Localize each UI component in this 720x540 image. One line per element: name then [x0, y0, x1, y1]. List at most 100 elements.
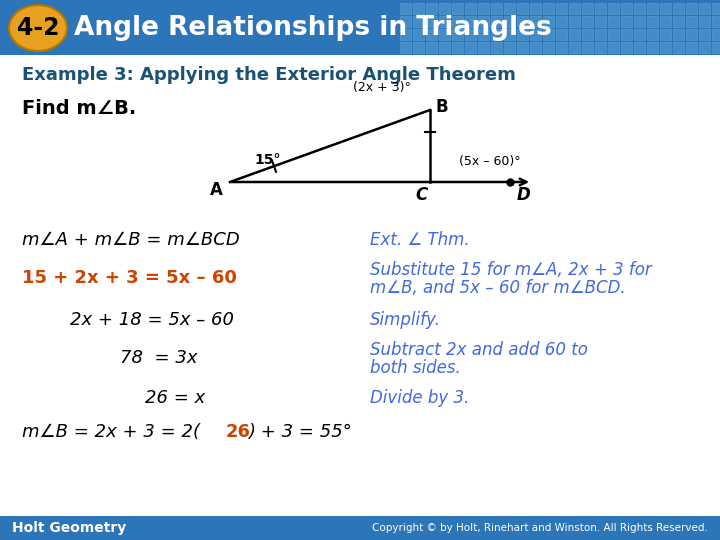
- FancyBboxPatch shape: [413, 16, 424, 27]
- Text: 2x + 18 = 5x – 60: 2x + 18 = 5x – 60: [70, 311, 234, 329]
- FancyBboxPatch shape: [634, 3, 645, 14]
- FancyBboxPatch shape: [582, 42, 593, 53]
- FancyBboxPatch shape: [660, 29, 671, 40]
- FancyBboxPatch shape: [478, 42, 489, 53]
- Text: Substitute 15 for m∠A, 2x + 3 for: Substitute 15 for m∠A, 2x + 3 for: [370, 261, 652, 279]
- FancyBboxPatch shape: [530, 42, 541, 53]
- FancyBboxPatch shape: [647, 29, 658, 40]
- FancyBboxPatch shape: [530, 29, 541, 40]
- Text: B: B: [436, 98, 449, 116]
- FancyBboxPatch shape: [517, 3, 528, 14]
- Text: (5x – 60)°: (5x – 60)°: [459, 156, 521, 168]
- FancyBboxPatch shape: [608, 29, 619, 40]
- FancyBboxPatch shape: [673, 3, 684, 14]
- FancyBboxPatch shape: [413, 29, 424, 40]
- FancyBboxPatch shape: [413, 42, 424, 53]
- FancyBboxPatch shape: [595, 3, 606, 14]
- FancyBboxPatch shape: [491, 29, 502, 40]
- FancyBboxPatch shape: [660, 3, 671, 14]
- FancyBboxPatch shape: [595, 29, 606, 40]
- FancyBboxPatch shape: [699, 16, 710, 27]
- Text: Angle Relationships in Triangles: Angle Relationships in Triangles: [74, 15, 552, 41]
- Text: (2x + 3)°: (2x + 3)°: [353, 82, 411, 94]
- FancyBboxPatch shape: [400, 42, 411, 53]
- FancyBboxPatch shape: [0, 0, 720, 55]
- FancyBboxPatch shape: [634, 42, 645, 53]
- FancyBboxPatch shape: [543, 29, 554, 40]
- FancyBboxPatch shape: [621, 29, 632, 40]
- FancyBboxPatch shape: [452, 16, 463, 27]
- FancyBboxPatch shape: [556, 16, 567, 27]
- FancyBboxPatch shape: [712, 42, 720, 53]
- FancyBboxPatch shape: [543, 16, 554, 27]
- FancyBboxPatch shape: [686, 42, 697, 53]
- FancyBboxPatch shape: [608, 3, 619, 14]
- FancyBboxPatch shape: [686, 16, 697, 27]
- FancyBboxPatch shape: [426, 3, 437, 14]
- FancyBboxPatch shape: [673, 16, 684, 27]
- FancyBboxPatch shape: [426, 29, 437, 40]
- FancyBboxPatch shape: [439, 3, 450, 14]
- Text: m∠A + m∠B = m∠BCD: m∠A + m∠B = m∠BCD: [22, 231, 240, 249]
- FancyBboxPatch shape: [621, 3, 632, 14]
- FancyBboxPatch shape: [712, 3, 720, 14]
- FancyBboxPatch shape: [686, 29, 697, 40]
- FancyBboxPatch shape: [452, 29, 463, 40]
- FancyBboxPatch shape: [699, 3, 710, 14]
- FancyBboxPatch shape: [400, 3, 411, 14]
- FancyBboxPatch shape: [647, 42, 658, 53]
- FancyBboxPatch shape: [634, 29, 645, 40]
- FancyBboxPatch shape: [634, 16, 645, 27]
- FancyBboxPatch shape: [556, 3, 567, 14]
- FancyBboxPatch shape: [0, 516, 720, 540]
- FancyBboxPatch shape: [712, 16, 720, 27]
- FancyBboxPatch shape: [595, 42, 606, 53]
- FancyBboxPatch shape: [400, 29, 411, 40]
- FancyBboxPatch shape: [621, 16, 632, 27]
- FancyBboxPatch shape: [699, 42, 710, 53]
- FancyBboxPatch shape: [595, 16, 606, 27]
- Text: m∠B = 2x + 3 = 2(: m∠B = 2x + 3 = 2(: [22, 423, 200, 441]
- FancyBboxPatch shape: [582, 3, 593, 14]
- Text: Copyright © by Holt, Rinehart and Winston. All Rights Reserved.: Copyright © by Holt, Rinehart and Winsto…: [372, 523, 708, 533]
- FancyBboxPatch shape: [517, 42, 528, 53]
- FancyBboxPatch shape: [673, 29, 684, 40]
- FancyBboxPatch shape: [621, 42, 632, 53]
- FancyBboxPatch shape: [569, 3, 580, 14]
- FancyBboxPatch shape: [608, 16, 619, 27]
- FancyBboxPatch shape: [517, 29, 528, 40]
- FancyBboxPatch shape: [556, 42, 567, 53]
- Text: 26: 26: [226, 423, 251, 441]
- FancyBboxPatch shape: [465, 42, 476, 53]
- FancyBboxPatch shape: [426, 42, 437, 53]
- FancyBboxPatch shape: [543, 42, 554, 53]
- FancyBboxPatch shape: [686, 3, 697, 14]
- FancyBboxPatch shape: [699, 29, 710, 40]
- FancyBboxPatch shape: [582, 16, 593, 27]
- Text: Simplify.: Simplify.: [370, 311, 441, 329]
- Text: D: D: [517, 186, 531, 204]
- Text: 15°: 15°: [255, 153, 282, 167]
- Text: both sides.: both sides.: [370, 359, 461, 377]
- FancyBboxPatch shape: [582, 29, 593, 40]
- Text: Example 3: Applying the Exterior Angle Theorem: Example 3: Applying the Exterior Angle T…: [22, 66, 516, 84]
- FancyBboxPatch shape: [712, 29, 720, 40]
- FancyBboxPatch shape: [660, 42, 671, 53]
- Text: A: A: [210, 181, 222, 199]
- FancyBboxPatch shape: [491, 3, 502, 14]
- Text: Ext. ∠ Thm.: Ext. ∠ Thm.: [370, 231, 469, 249]
- FancyBboxPatch shape: [465, 3, 476, 14]
- Text: Divide by 3.: Divide by 3.: [370, 389, 469, 407]
- Text: 26 = x: 26 = x: [145, 389, 205, 407]
- FancyBboxPatch shape: [478, 3, 489, 14]
- Text: C: C: [416, 186, 428, 204]
- Text: 78  = 3x: 78 = 3x: [120, 349, 197, 367]
- FancyBboxPatch shape: [530, 16, 541, 27]
- FancyBboxPatch shape: [465, 16, 476, 27]
- FancyBboxPatch shape: [608, 42, 619, 53]
- FancyBboxPatch shape: [504, 29, 515, 40]
- FancyBboxPatch shape: [452, 3, 463, 14]
- FancyBboxPatch shape: [647, 16, 658, 27]
- FancyBboxPatch shape: [569, 42, 580, 53]
- FancyBboxPatch shape: [647, 3, 658, 14]
